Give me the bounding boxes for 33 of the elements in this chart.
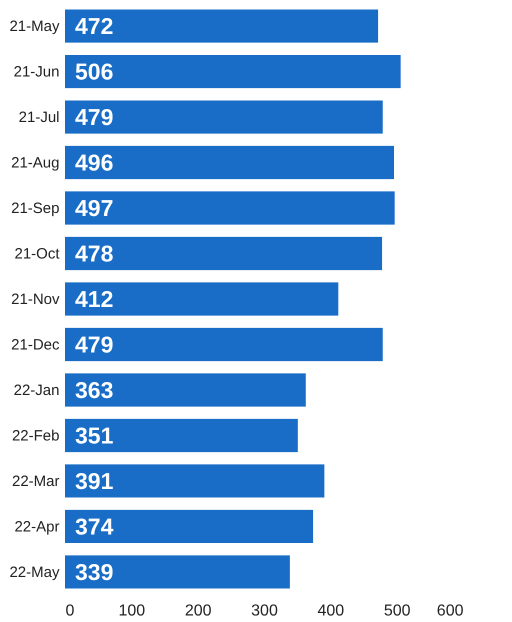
x-tick-label: 100: [118, 602, 146, 620]
x-tick-label: 0: [66, 602, 74, 620]
y-tick-label: 21-Aug: [11, 154, 60, 172]
data-label: 374: [75, 513, 114, 540]
data-label: 506: [75, 58, 114, 85]
data-label: 391: [75, 468, 114, 494]
y-tick-label: 21-Dec: [11, 336, 60, 354]
y-tick-label: 21-Jul: [18, 109, 60, 126]
y-tick-label: 21-Jun: [14, 64, 60, 81]
y-tick-label: 21-May: [9, 18, 60, 36]
data-label: 479: [75, 104, 114, 130]
y-tick-label: 21-Oct: [14, 246, 60, 263]
data-label: 339: [75, 558, 114, 585]
y-tick-label: 22-Apr: [14, 518, 60, 536]
y-tick-label: 22-Feb: [12, 427, 60, 444]
x-tick-label: 400: [317, 602, 344, 620]
data-label: 363: [75, 376, 114, 403]
data-label: 478: [75, 240, 114, 267]
y-tick-label: 22-May: [9, 564, 60, 581]
data-label: 496: [75, 150, 114, 176]
x-tick-label: 300: [251, 602, 278, 620]
data-label: 472: [75, 13, 114, 40]
y-tick-label: 21-Nov: [11, 291, 60, 308]
data-label: 479: [75, 331, 114, 358]
y-tick-label: 21-Sep: [11, 200, 60, 218]
data-label: 497: [75, 195, 114, 222]
y-tick-label: 22-Mar: [12, 472, 60, 490]
data-label: 412: [75, 286, 114, 312]
data-label: 351: [75, 422, 114, 448]
x-tick-label: 600: [436, 602, 464, 620]
y-tick-label: 22-Jan: [14, 382, 60, 399]
x-tick-label: 500: [384, 602, 411, 620]
x-tick-label: 200: [184, 602, 212, 620]
